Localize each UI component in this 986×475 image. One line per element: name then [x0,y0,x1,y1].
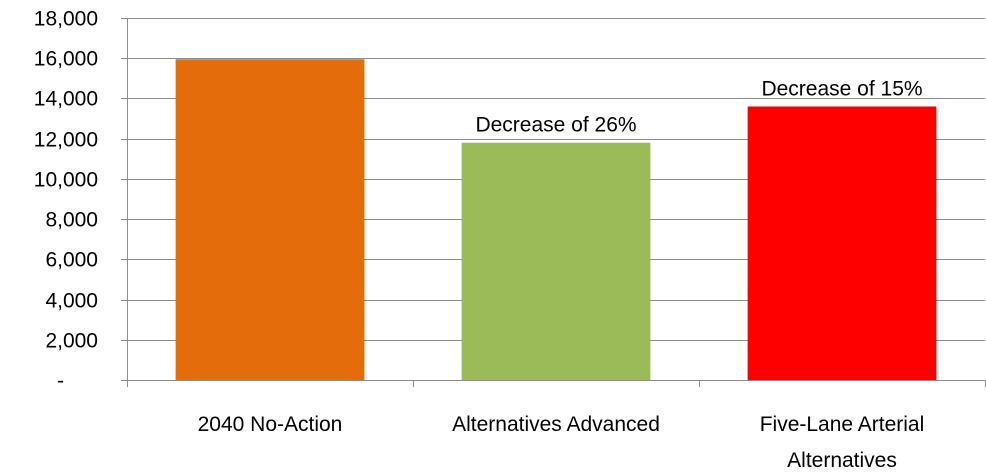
bar [747,106,937,380]
y-tick-label: 18,000 [34,8,98,31]
y-tick-label: 10,000 [34,169,98,192]
y-tick-label: 14,000 [34,88,98,111]
y-tick-label: - [57,370,64,393]
x-tick-label: 2040 No-Action [198,413,343,436]
y-tick-label: 8,000 [45,209,98,232]
bars [175,59,937,380]
bar [461,142,651,380]
x-tick-label: Five-Lane Arterial [760,413,925,436]
data-label: Decrease of 15% [761,77,922,100]
x-tick-label: Alternatives Advanced [452,413,660,436]
data-label: Decrease of 26% [475,114,636,137]
y-tick-label: 4,000 [45,290,98,313]
y-tick-label: 2,000 [45,330,98,353]
bar [175,59,365,380]
x-tick-label: Alternatives [787,449,897,472]
y-tick-label: 6,000 [45,249,98,272]
y-tick-label: 12,000 [34,129,98,152]
y-tick-label: 16,000 [34,48,98,71]
labels: - 2,000 4,000 6,000 8,000 10,000 12,000 14,000 1… [34,8,925,473]
